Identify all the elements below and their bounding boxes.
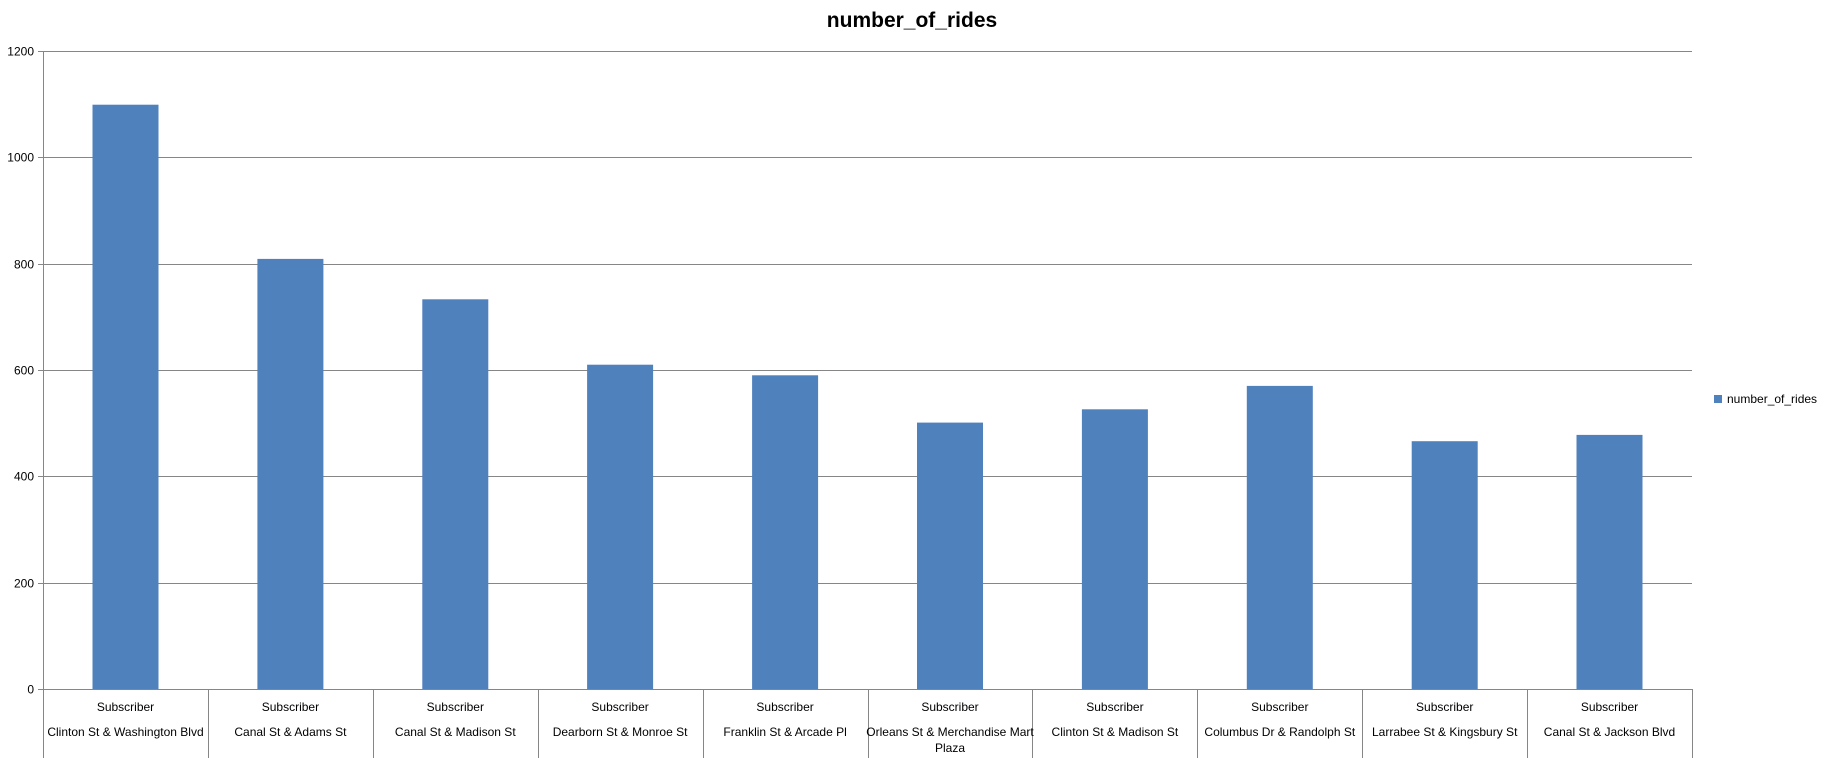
category-group-label: Subscriber bbox=[427, 700, 484, 714]
y-tick-label: 1200 bbox=[7, 45, 34, 59]
category-group-label: Subscriber bbox=[1086, 700, 1143, 714]
y-tick-label: 600 bbox=[14, 364, 34, 378]
category-label: Columbus Dr & Randolph St bbox=[1204, 725, 1355, 739]
category-label: Canal St & Madison St bbox=[395, 725, 516, 739]
bar bbox=[257, 258, 324, 689]
bar bbox=[92, 104, 159, 689]
category-group-label: Subscriber bbox=[1251, 700, 1308, 714]
category-group-label: Subscriber bbox=[1581, 700, 1638, 714]
category-label: Orleans St & Merchandise Mart Plaza bbox=[866, 725, 1034, 755]
category-group-label: Subscriber bbox=[591, 700, 648, 714]
x-axis: Subscriber Clinton St & Washington Blvd Su… bbox=[43, 689, 1693, 758]
bar bbox=[1576, 434, 1643, 689]
y-axis: 0 200 400 600 800 1000 1200 bbox=[7, 45, 44, 697]
category-label: Larrabee St & Kingsbury St bbox=[1372, 725, 1518, 739]
legend: number_of_rides bbox=[1714, 392, 1817, 406]
category-label: Franklin St & Arcade Pl bbox=[723, 725, 846, 739]
category-group-label: Subscriber bbox=[262, 700, 319, 714]
legend-label: number_of_rides bbox=[1727, 392, 1817, 406]
category-group-label: Subscriber bbox=[921, 700, 978, 714]
chart-title: number_of_rides bbox=[827, 9, 997, 32]
bar bbox=[587, 364, 654, 689]
bar bbox=[752, 375, 819, 689]
y-tick-label: 0 bbox=[27, 683, 34, 697]
category-group-label: Subscriber bbox=[1416, 700, 1473, 714]
category-label: Clinton St & Madison St bbox=[1052, 725, 1179, 739]
bar bbox=[1246, 385, 1313, 689]
y-tick-label: 400 bbox=[14, 470, 34, 484]
bars bbox=[92, 104, 1643, 689]
category-label: Dearborn St & Monroe St bbox=[553, 725, 688, 739]
category-label: Clinton St & Washington Blvd bbox=[47, 725, 203, 739]
category-label: Canal St & Adams St bbox=[234, 725, 347, 739]
legend-swatch bbox=[1714, 395, 1722, 403]
y-tick-label: 1000 bbox=[7, 151, 34, 165]
y-tick-label: 200 bbox=[14, 577, 34, 591]
y-tick-label: 800 bbox=[14, 258, 34, 272]
bar bbox=[1411, 441, 1478, 689]
bar bbox=[1081, 409, 1148, 689]
category-group-label: Subscriber bbox=[756, 700, 813, 714]
bar bbox=[917, 422, 983, 689]
bar bbox=[422, 299, 489, 689]
category-group-label: Subscriber bbox=[97, 700, 154, 714]
category-label: Canal St & Jackson Blvd bbox=[1544, 725, 1675, 739]
